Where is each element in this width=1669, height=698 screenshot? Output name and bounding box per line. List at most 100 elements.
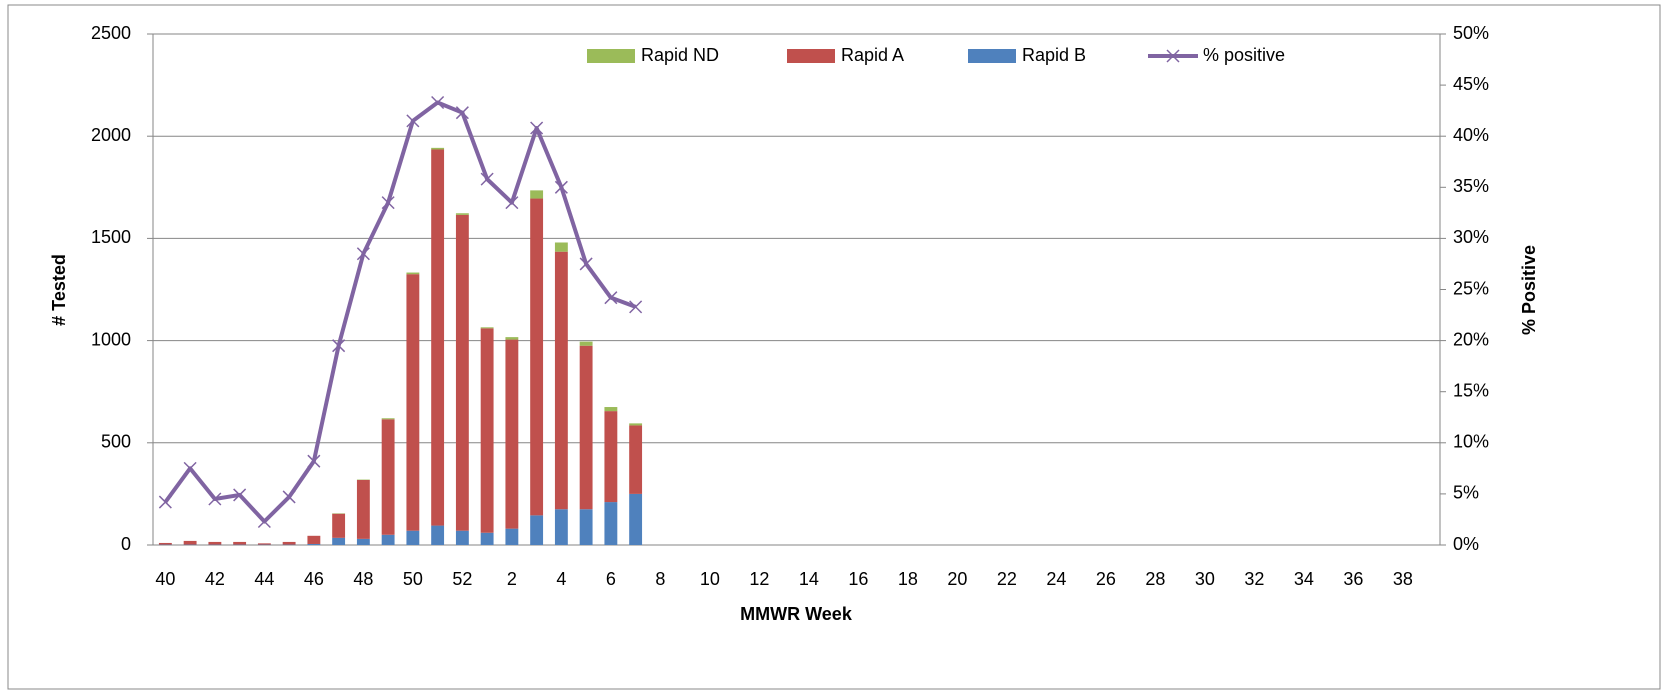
y-tick-label: 1000: [91, 329, 131, 349]
legend-swatch: [787, 49, 835, 63]
legend-swatch: [968, 49, 1016, 63]
x-tick-label: 16: [848, 569, 868, 589]
bar-segment: [183, 540, 197, 545]
bar-segment: [554, 509, 568, 545]
line-marker: [455, 106, 469, 120]
legend-label: Rapid B: [1022, 45, 1086, 65]
line-marker: [406, 114, 420, 128]
bar-segment: [480, 532, 494, 545]
y-tick-label: 2500: [91, 23, 131, 43]
line-marker: [208, 492, 222, 506]
y2-tick-label: 50%: [1453, 23, 1489, 43]
bar-segment: [455, 213, 469, 215]
line-marker: [356, 247, 370, 261]
x-tick-label: 52: [452, 569, 472, 589]
line-marker: [332, 339, 346, 353]
y2-tick-label: 15%: [1453, 380, 1489, 400]
bar-segment: [356, 480, 370, 539]
bar-segment: [629, 423, 643, 426]
x-tick-label: 48: [353, 569, 373, 589]
bar-segment: [257, 543, 271, 545]
bar-segment: [530, 515, 544, 545]
y2-tick-label: 45%: [1453, 74, 1489, 94]
bar-segment: [629, 493, 643, 545]
y2-tick-label: 20%: [1453, 329, 1489, 349]
x-tick-label: 38: [1393, 569, 1413, 589]
y2-axis-title: % Positive: [1519, 245, 1539, 335]
bar-segment: [158, 542, 172, 545]
x-tick-label: 50: [403, 569, 423, 589]
bar-segment: [332, 513, 346, 538]
line-marker: [629, 300, 643, 314]
x-tick-label: 18: [898, 569, 918, 589]
line-marker: [530, 121, 544, 135]
x-tick-label: 14: [799, 569, 819, 589]
y-tick-label: 500: [101, 432, 131, 452]
bar-segment: [307, 535, 321, 544]
y-tick-label: 0: [121, 534, 131, 554]
bar-segment: [604, 502, 618, 545]
x-tick-label: 40: [155, 569, 175, 589]
x-tick-label: 26: [1096, 569, 1116, 589]
line-marker: [431, 95, 445, 110]
bar-segment: [480, 327, 494, 329]
bar-segment: [381, 419, 395, 535]
x-tick-label: 32: [1244, 569, 1264, 589]
bar-segment: [554, 251, 568, 510]
bar-segment: [505, 339, 519, 529]
bar-segment: [233, 541, 247, 545]
x-tick-label: 22: [997, 569, 1017, 589]
y2-tick-label: 40%: [1453, 125, 1489, 145]
x-tick-label: 12: [749, 569, 769, 589]
x-tick-label: 34: [1294, 569, 1314, 589]
x-tick-label: 36: [1343, 569, 1363, 589]
legend-marker: [1166, 49, 1180, 63]
bar-segment: [431, 147, 445, 150]
line-marker: [579, 257, 593, 271]
bar-segment: [579, 341, 593, 346]
bar-segment: [208, 541, 222, 545]
line-marker: [554, 180, 568, 194]
line-marker: [505, 196, 519, 210]
line-marker: [257, 514, 271, 529]
y-tick-label: 1500: [91, 227, 131, 247]
bar-segment: [381, 534, 395, 545]
bar-segment: [431, 525, 445, 545]
line-marker: [282, 490, 296, 504]
bar-segment: [307, 543, 321, 545]
bar-segment: [406, 530, 420, 545]
bar-segment: [381, 418, 395, 420]
legend-label: Rapid A: [841, 45, 904, 65]
bar-segment: [431, 149, 445, 526]
x-tick-label: 6: [606, 569, 616, 589]
x-tick-label: 42: [205, 569, 225, 589]
bar-segment: [455, 214, 469, 531]
bar-segment: [530, 190, 544, 199]
y2-tick-label: 0%: [1453, 534, 1479, 554]
x-tick-label: 4: [556, 569, 566, 589]
bar-segment: [554, 242, 568, 252]
bar-segment: [505, 528, 519, 545]
bar-segment: [356, 538, 370, 545]
y2-tick-label: 30%: [1453, 227, 1489, 247]
x-tick-label: 20: [947, 569, 967, 589]
chart-border: [7, 4, 1661, 690]
legend-label: % positive: [1203, 45, 1285, 65]
y2-tick-label: 5%: [1453, 483, 1479, 503]
y-tick-label: 2000: [91, 125, 131, 145]
x-tick-label: 10: [700, 569, 720, 589]
line-marker: [381, 196, 395, 210]
x-tick-label: 46: [304, 569, 324, 589]
x-tick-label: 8: [655, 569, 665, 589]
line-marker: [307, 454, 321, 468]
x-tick-label: 2: [507, 569, 517, 589]
y2-tick-label: 10%: [1453, 432, 1489, 452]
y-axis-title: # Tested: [49, 254, 69, 326]
bar-segment: [604, 411, 618, 503]
bar-segment: [406, 274, 420, 531]
bar-segment: [604, 407, 618, 412]
x-axis-title: MMWR Week: [740, 604, 853, 624]
bar-segment: [629, 425, 643, 494]
